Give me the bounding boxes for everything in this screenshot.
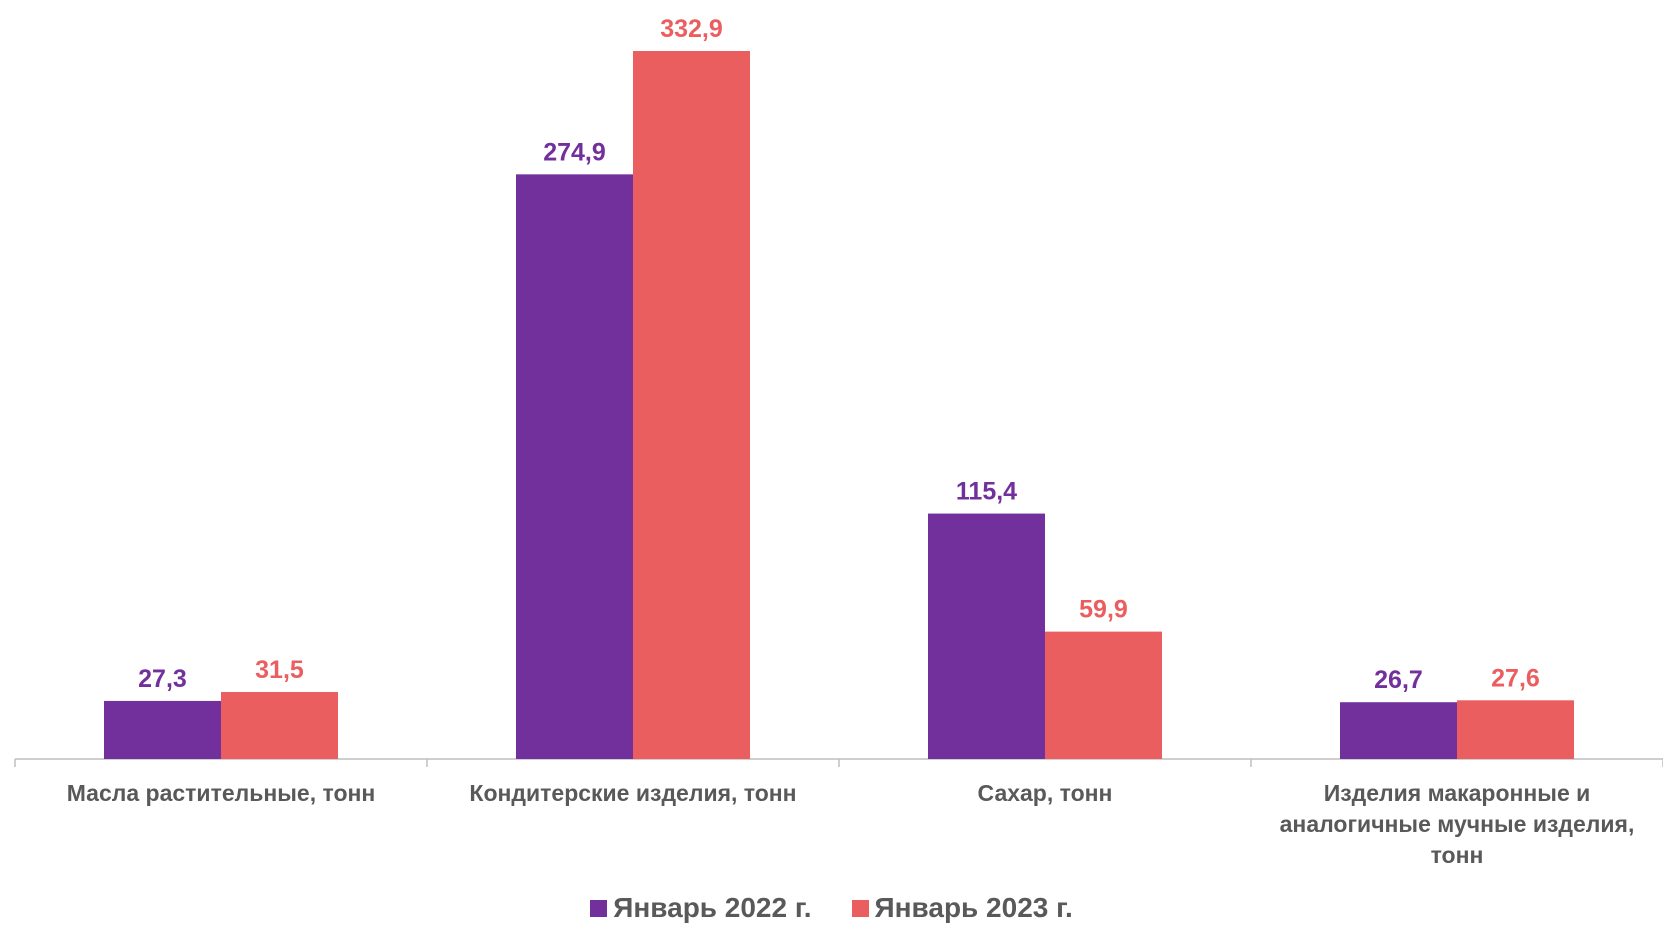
legend-item: Январь 2023 г. — [851, 892, 1073, 924]
data-label: 59,9 — [1079, 596, 1128, 624]
data-label: 27,6 — [1491, 664, 1540, 692]
data-label: 274,9 — [543, 138, 606, 166]
bar — [633, 51, 750, 759]
data-label: 31,5 — [255, 656, 304, 684]
data-label: 27,3 — [138, 665, 187, 693]
legend: Январь 2022 г. Январь 2023 г. — [0, 892, 1663, 924]
legend-swatch — [590, 899, 608, 917]
legend-item: Январь 2022 г. — [590, 892, 812, 924]
x-tick-label: Масла растительные, тонн — [66, 780, 376, 806]
bar — [1457, 700, 1574, 759]
bar — [1045, 631, 1162, 759]
legend-label: Январь 2022 г. — [613, 892, 812, 923]
data-label: 26,7 — [1374, 666, 1423, 694]
bar — [516, 174, 633, 759]
x-tick-label: Сахар, тонн — [977, 780, 1113, 806]
bar — [928, 513, 1045, 759]
data-label: 332,9 — [660, 15, 723, 43]
bar — [104, 700, 221, 759]
bar — [221, 692, 338, 759]
data-label: 115,4 — [956, 478, 1017, 506]
legend-label: Январь 2023 г. — [874, 892, 1073, 923]
legend-swatch — [851, 899, 869, 917]
bar — [1340, 702, 1457, 759]
x-tick-label: Кондитерские изделия, тонн — [469, 780, 797, 806]
x-tick-label: Изделия макаронные и аналогичные мучные … — [1279, 780, 1635, 868]
